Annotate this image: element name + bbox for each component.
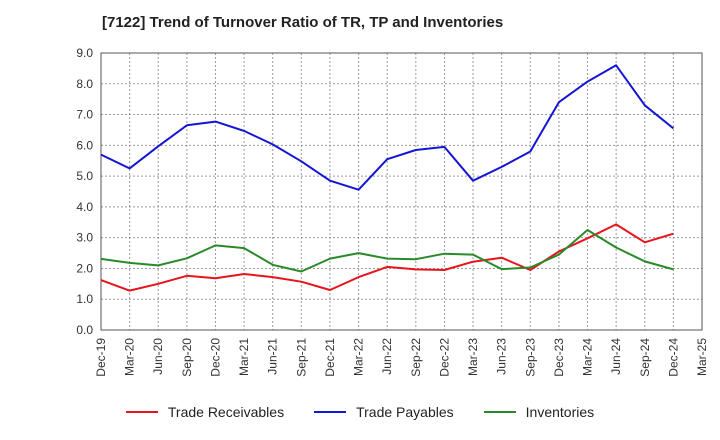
y-tick-label: 9.0 <box>76 46 93 60</box>
x-tick-label: Dec-21 <box>323 338 337 377</box>
x-tick-label: Dec-22 <box>437 338 451 377</box>
y-tick-label: 8.0 <box>76 77 93 91</box>
x-tick-label: Mar-20 <box>123 338 137 376</box>
y-tick-label: 1.0 <box>76 292 93 306</box>
legend-label-trade-receivables: Trade Receivables <box>167 404 285 420</box>
legend-label-inventories: Inventories <box>525 404 595 420</box>
series-line-trade-receivables <box>100 223 674 292</box>
plot-frame <box>100 52 703 331</box>
x-tick-label: Dec-19 <box>94 338 108 377</box>
x-tick-label: Mar-25 <box>695 338 709 376</box>
x-tick-label: Jun-20 <box>151 338 165 375</box>
legend-swatch-trade-payables <box>314 411 347 413</box>
legend-swatch-trade-receivables <box>125 411 158 413</box>
x-tick-label: Sep-22 <box>409 338 423 377</box>
y-tick-label: 7.0 <box>76 108 93 122</box>
x-tick-label: Sep-24 <box>638 338 652 377</box>
plot-area <box>100 52 703 331</box>
x-tick-label: Dec-24 <box>666 338 680 377</box>
y-tick-label: 5.0 <box>76 169 93 183</box>
x-tick-label: Sep-20 <box>180 338 194 377</box>
legend-item-inventories: Inventories <box>483 404 595 420</box>
x-tick-label: Mar-21 <box>237 338 251 376</box>
y-tick-label: 3.0 <box>76 231 93 245</box>
legend-item-trade-receivables: Trade Receivables <box>125 404 285 420</box>
x-tick-label: Mar-24 <box>581 338 595 376</box>
x-tick-label: Mar-23 <box>466 338 480 376</box>
x-tick-label: Jun-21 <box>266 338 280 375</box>
legend-swatch-inventories <box>483 411 516 413</box>
series-line-trade-payables <box>100 64 675 191</box>
chart-title: [7122] Trend of Turnover Ratio of TR, TP… <box>102 14 504 31</box>
x-tick-label: Jun-22 <box>380 338 394 375</box>
x-tick-label: Sep-23 <box>523 338 537 377</box>
legend-item-trade-payables: Trade Payables <box>314 404 454 420</box>
legend-label-trade-payables: Trade Payables <box>356 404 454 420</box>
x-tick-label: Jun-23 <box>495 338 509 375</box>
legend: Trade Receivables Trade Payables Invento… <box>0 404 720 420</box>
x-tick-label: Mar-22 <box>352 338 366 376</box>
y-tick-label: 6.0 <box>76 138 93 152</box>
x-tick-label: Dec-23 <box>552 338 566 377</box>
y-tick-label: 4.0 <box>76 200 93 214</box>
y-tick-label: 2.0 <box>76 261 93 275</box>
x-tick-label: Sep-21 <box>294 338 308 377</box>
y-tick-label: 0.0 <box>76 323 93 337</box>
x-tick-label: Dec-20 <box>208 338 222 377</box>
x-tick-label: Jun-24 <box>609 338 623 375</box>
series-line-inventories <box>100 229 674 273</box>
